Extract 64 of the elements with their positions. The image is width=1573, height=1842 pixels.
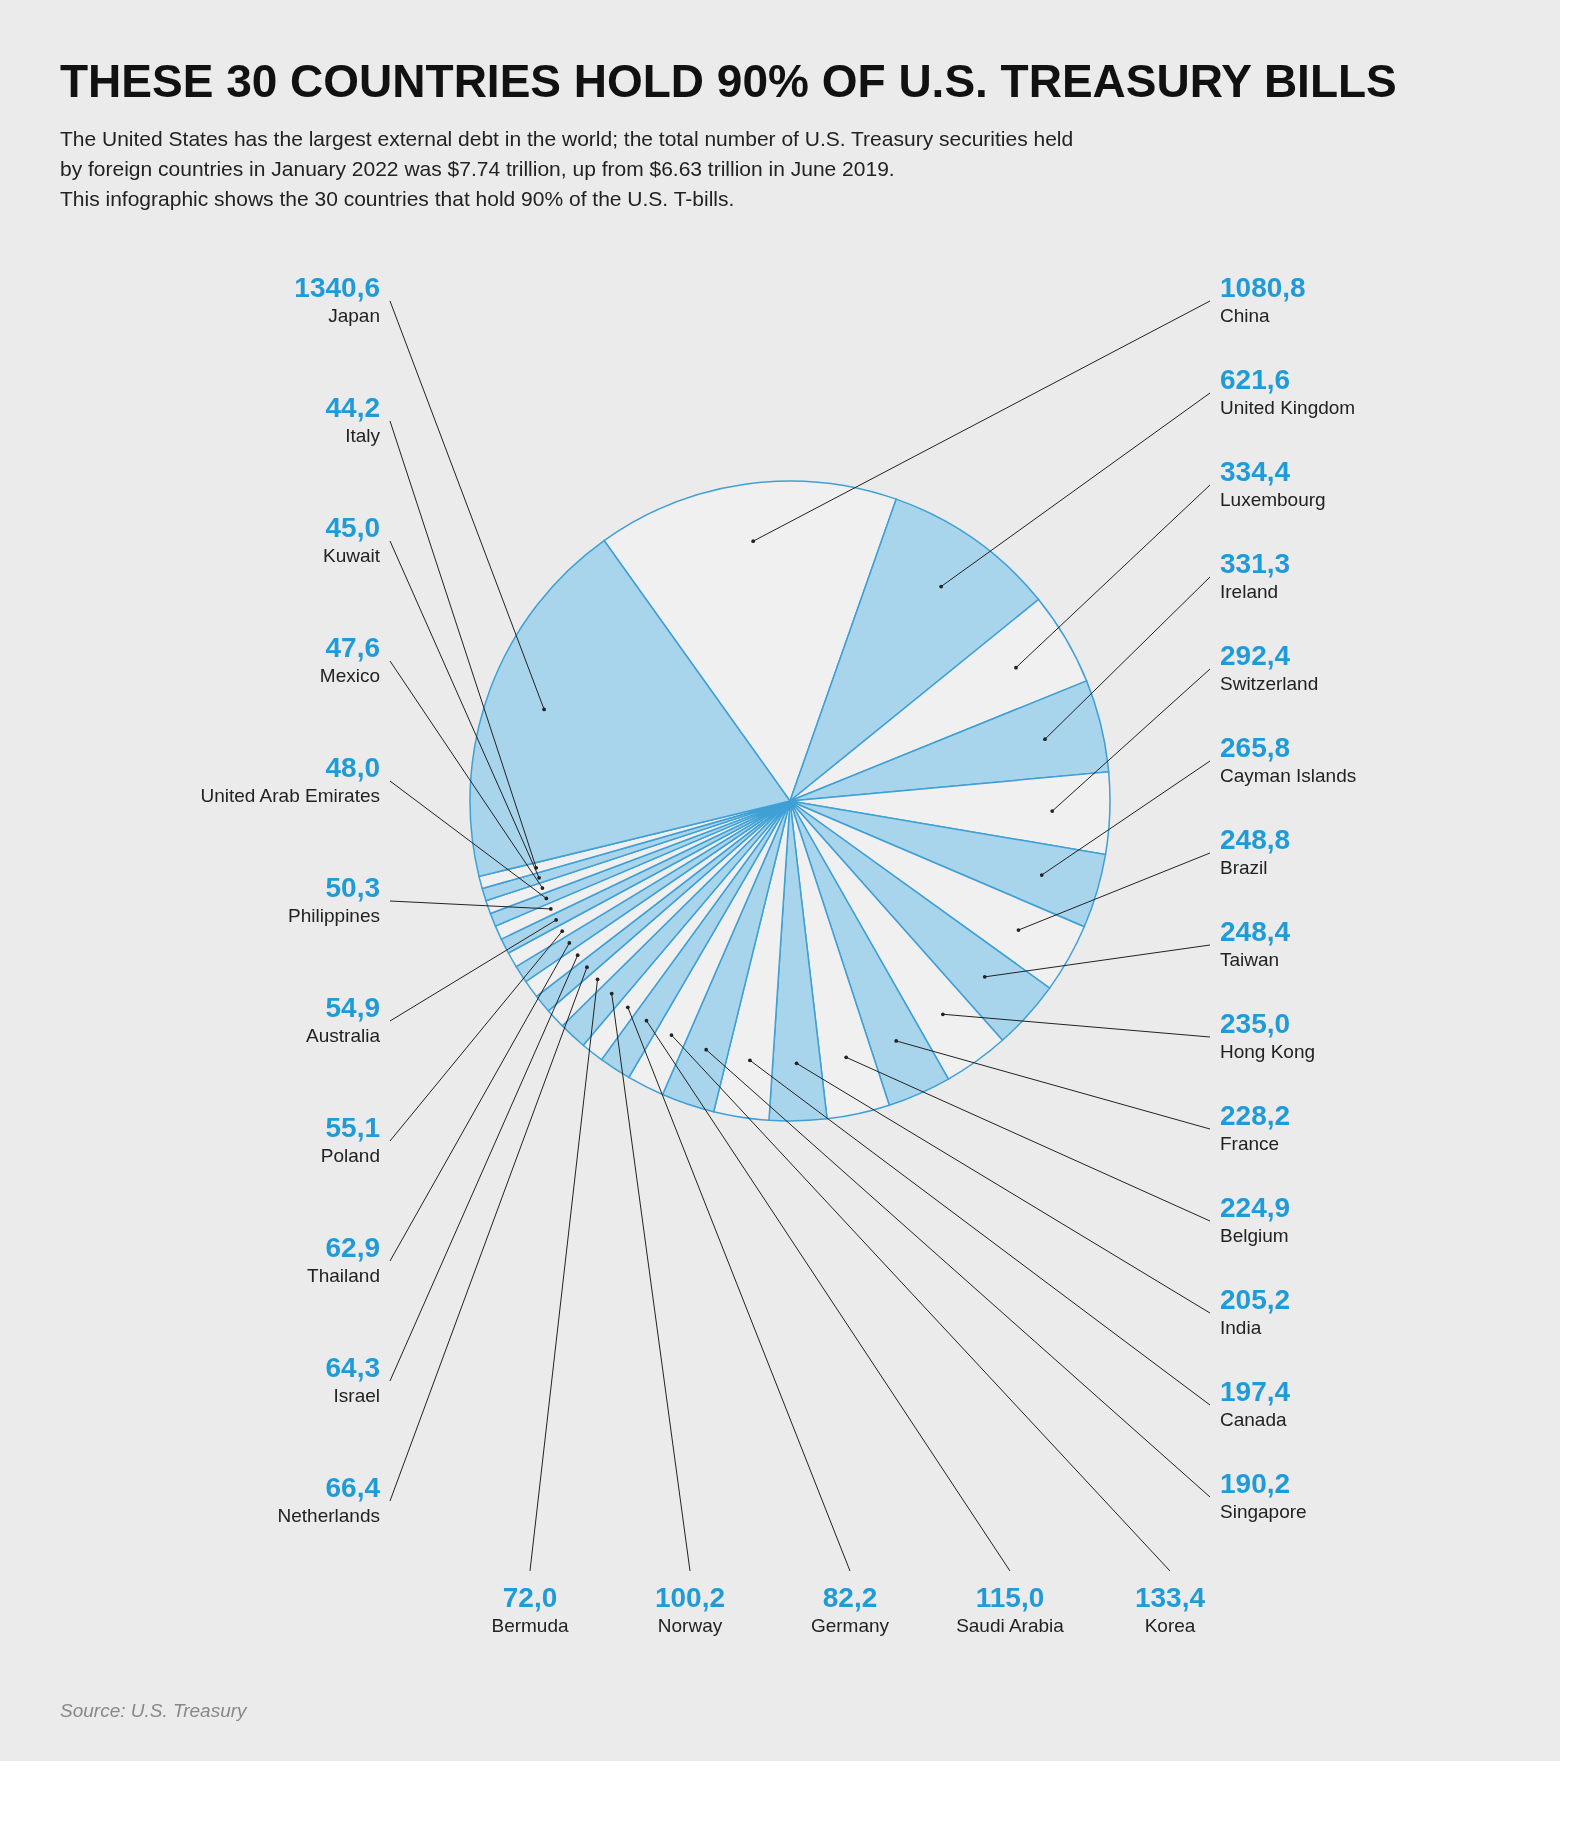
slice-label: United Kingdom [1220, 397, 1356, 418]
data-label: 228,2 [1220, 1100, 1291, 1131]
data-label: 265,8 [1220, 732, 1291, 763]
slice-label: India [1220, 1317, 1262, 1338]
slice-label: Hong Kong [1220, 1041, 1316, 1062]
data-label: 82,2 [822, 1582, 878, 1613]
slice-label: Brazil [1220, 857, 1268, 878]
data-label: 224,9 [1220, 1192, 1291, 1223]
data-label: 235,0 [1220, 1008, 1291, 1039]
data-label: 331,3 [1220, 548, 1291, 579]
slice-label: Saudi Arabia [956, 1615, 1065, 1636]
data-label: 115,0 [975, 1582, 1045, 1613]
slice-label: Kuwait [322, 545, 381, 566]
slice-label: Mexico [319, 665, 380, 686]
data-label: 48,0 [325, 752, 380, 783]
slice-label: Korea [1144, 1615, 1196, 1636]
slice-label: China [1220, 305, 1271, 326]
slice-label: Germany [810, 1615, 890, 1636]
data-label: 45,0 [325, 512, 380, 543]
slice-label: Italy [345, 425, 381, 446]
slice-label: Australia [306, 1025, 381, 1046]
data-label: 1080,8 [1220, 272, 1306, 303]
data-label: 205,2 [1220, 1284, 1291, 1315]
slice-label: Switzerland [1220, 673, 1319, 694]
data-label: 72,0 [502, 1582, 558, 1613]
data-label: 133,4 [1134, 1582, 1206, 1613]
data-label: 64,3 [325, 1352, 380, 1383]
slice-label: Israel [333, 1385, 380, 1406]
slice-label: Netherlands [277, 1505, 380, 1526]
data-label: 1340,6 [294, 272, 380, 303]
data-label: 44,2 [325, 392, 380, 423]
slice-label: Japan [328, 305, 380, 326]
data-label: 621,6 [1220, 364, 1291, 395]
text: The United States has the largest external debt in the world; the total number of U.S. Treasury securities held by foreign countries in January 2022 was $7.74 trillion, up from $6.63 trillion in June 2019. [60, 127, 1074, 180]
data-label: 66,4 [325, 1472, 381, 1503]
slice-label: Norway [657, 1615, 723, 1636]
source-note: Source: U.S. Treasury [60, 1700, 249, 1721]
data-label: 50,3 [325, 872, 380, 903]
data-label: 248,8 [1220, 824, 1291, 855]
text: This infographic shows the 30 countries that hold 90% of the U.S. T-bills. [60, 187, 735, 210]
data-label: 62,9 [325, 1232, 380, 1263]
slice-label: Philippines [288, 905, 380, 926]
slice-label: Thailand [307, 1265, 380, 1286]
data-label: 55,1 [325, 1112, 380, 1143]
data-label: 54,9 [325, 992, 380, 1023]
slice-label: Canada [1220, 1409, 1287, 1430]
slice-label: Ireland [1220, 581, 1279, 602]
chart-title: THESE 30 COUNTRIES HOLD 90% OF U.S. TREASURY BILLS [60, 55, 1397, 107]
data-label: 248,4 [1220, 916, 1291, 947]
slice-label: Taiwan [1220, 949, 1280, 970]
slice-label: Cayman Islands [1220, 765, 1357, 786]
data-label: 190,2 [1220, 1468, 1291, 1499]
slice-label: Belgium [1220, 1225, 1289, 1246]
data-label: 197,4 [1220, 1376, 1291, 1407]
slice-label: Luxembourg [1220, 489, 1326, 510]
slice-label: Bermuda [491, 1615, 569, 1636]
slice-label: France [1220, 1133, 1280, 1154]
slice-label: Poland [320, 1145, 380, 1166]
data-label: 47,6 [325, 632, 380, 663]
data-label: 100,2 [654, 1582, 726, 1613]
slice-label: Singapore [1220, 1501, 1307, 1522]
data-label: 334,4 [1220, 456, 1291, 487]
data-label: 292,4 [1220, 640, 1291, 671]
slice-label: United Arab Emirates [200, 785, 380, 806]
